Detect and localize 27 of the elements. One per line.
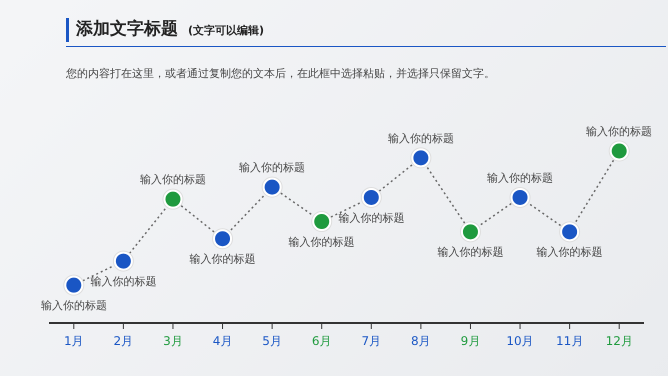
annotation: 输入你的标题 — [140, 173, 206, 186]
x-tick-label: 9月 — [460, 334, 480, 348]
annotation: 输入你的标题 — [388, 132, 454, 145]
annotation: 输入你的标题 — [536, 246, 603, 259]
x-tick-label: 10月 — [506, 334, 534, 348]
annotation: 输入你的标题 — [190, 252, 256, 266]
annotation: 输入你的标题 — [288, 235, 355, 248]
x-tick-label: 6月 — [312, 334, 332, 348]
x-tick-label: 2月 — [114, 334, 134, 348]
x-tick-label: 12月 — [606, 334, 633, 348]
x-tick-label: 3月 — [163, 334, 183, 348]
x-tick-label: 1月 — [64, 334, 84, 348]
chart-title: 添加文字标题 — [76, 19, 178, 39]
x-tick-label: 8月 — [411, 334, 431, 348]
annotation: 输入你的标题 — [338, 211, 404, 224]
x-tick-label: 7月 — [361, 334, 382, 348]
annotation: 输入你的标题 — [90, 274, 156, 288]
annotation: 输入你的标题 — [487, 171, 554, 184]
annotation: 输入你的标题 — [40, 298, 107, 312]
annotation: 输入你的标题 — [586, 125, 652, 138]
annotation: 输入你的标题 — [239, 161, 306, 174]
chart-subtitle: (文字可以编辑) — [188, 24, 264, 37]
annotation: 输入你的标题 — [437, 246, 504, 259]
x-tick-label: 4月 — [212, 334, 232, 348]
text: 您的内容打在这里，或者通过复制您的文本后，在此框中选择粘贴，并选择只保留文字。 — [66, 66, 495, 81]
x-tick-label: 5月 — [262, 334, 282, 348]
x-tick-label: 11月 — [556, 334, 584, 348]
